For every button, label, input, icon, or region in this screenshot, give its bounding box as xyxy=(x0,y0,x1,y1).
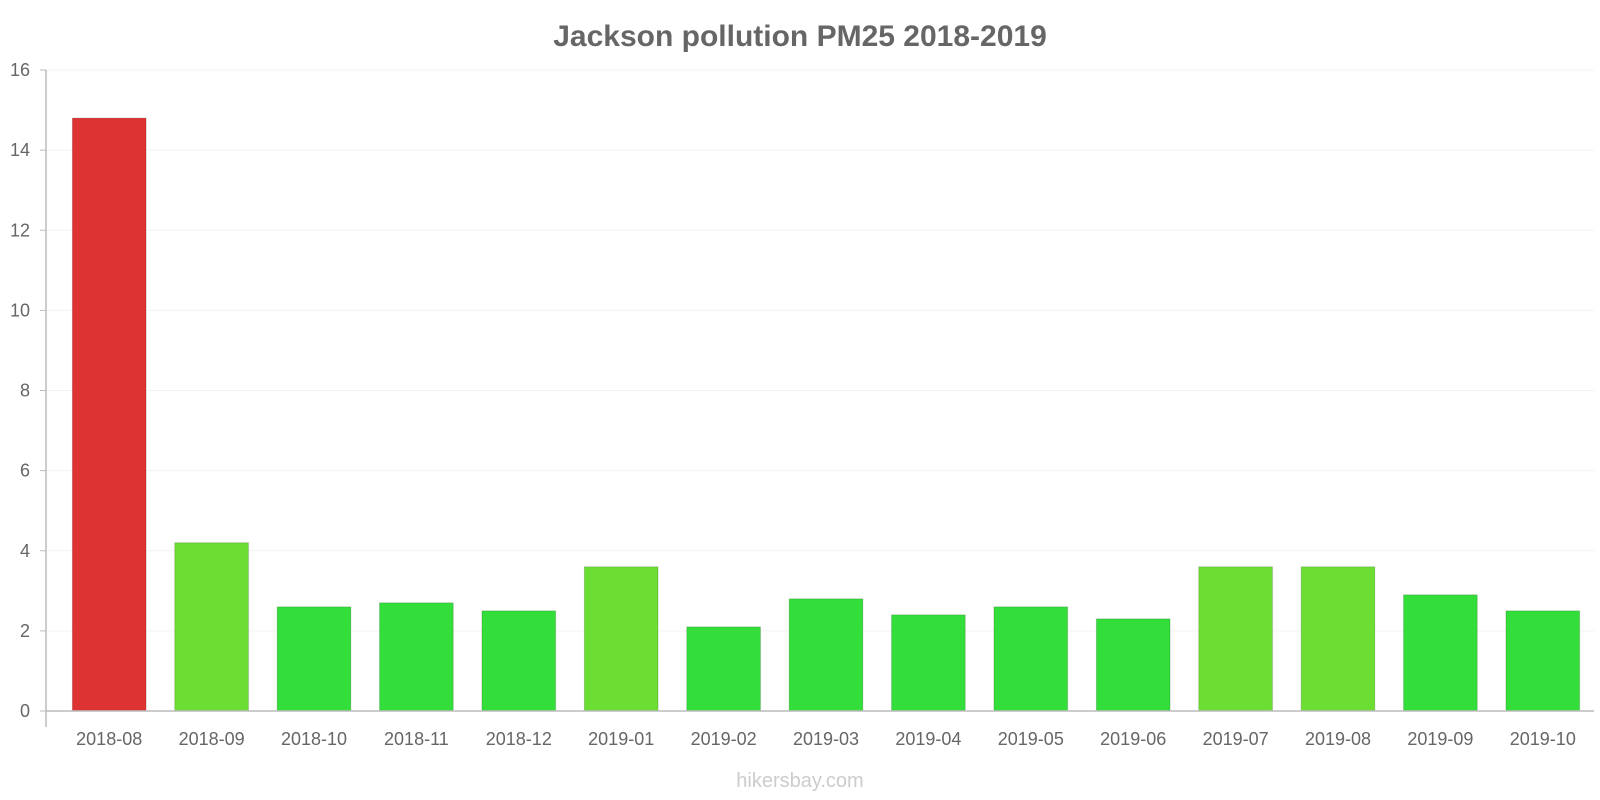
bar-2018-12 xyxy=(481,610,557,712)
chart-title: Jackson pollution PM25 2018-2019 xyxy=(553,20,1047,53)
x-tick-label: 2019-05 xyxy=(998,729,1064,749)
bar-2019-02 xyxy=(686,626,761,712)
y-tick-label: 0 xyxy=(20,701,30,721)
bar-2018-08 xyxy=(71,117,147,712)
bar-2019-04 xyxy=(891,614,966,712)
bar-2019-10 xyxy=(1505,610,1581,712)
x-tick-label: 2019-06 xyxy=(1100,729,1166,749)
x-tick-label: 2019-03 xyxy=(793,729,859,749)
y-tick-label: 16 xyxy=(10,60,30,80)
watermark: hikersbay.com xyxy=(736,770,863,792)
y-tick-label: 2 xyxy=(20,621,30,641)
x-tick-label: 2019-02 xyxy=(691,729,757,749)
x-tick-label: 2018-10 xyxy=(281,729,347,749)
x-tick-label: 2018-12 xyxy=(486,729,552,749)
bar-2019-06 xyxy=(1095,618,1171,712)
x-tick-label: 2019-08 xyxy=(1305,729,1371,749)
x-tick-label: 2019-09 xyxy=(1407,729,1473,749)
y-axis: 0 2 4 6 8 10 12 14 16 xyxy=(10,60,47,727)
x-tick-label: 2018-09 xyxy=(179,729,245,749)
bar-2018-09 xyxy=(174,542,249,712)
y-tick-label: 8 xyxy=(20,381,30,401)
bar-2019-07 xyxy=(1198,566,1273,712)
bar-2018-11 xyxy=(379,602,454,712)
y-tick-label: 4 xyxy=(20,541,30,561)
x-tick-label: 2018-08 xyxy=(76,729,142,749)
x-tick-label: 2019-07 xyxy=(1203,729,1269,749)
x-tick-label: 2018-11 xyxy=(384,729,449,749)
x-axis: 2018-08 2018-09 2018-10 2018-11 2018-12 2019-… xyxy=(46,710,1594,749)
y-tick-label: 14 xyxy=(10,140,30,160)
bar-2019-05 xyxy=(993,606,1069,712)
bars xyxy=(71,117,1581,712)
x-tick-label: 2019-04 xyxy=(895,729,961,749)
bar-2019-03 xyxy=(788,598,864,712)
bar-2019-01 xyxy=(583,566,659,712)
bar-2019-09 xyxy=(1403,594,1478,712)
bar-2018-10 xyxy=(276,606,352,712)
x-tick-label: 2019-10 xyxy=(1510,729,1576,749)
y-tick-label: 6 xyxy=(20,461,30,481)
y-tick-label: 10 xyxy=(10,300,30,320)
bar-2019-08 xyxy=(1300,566,1376,712)
gridlines xyxy=(46,69,1594,632)
x-tick-label: 2019-01 xyxy=(588,729,654,749)
y-tick-label: 12 xyxy=(10,220,30,240)
